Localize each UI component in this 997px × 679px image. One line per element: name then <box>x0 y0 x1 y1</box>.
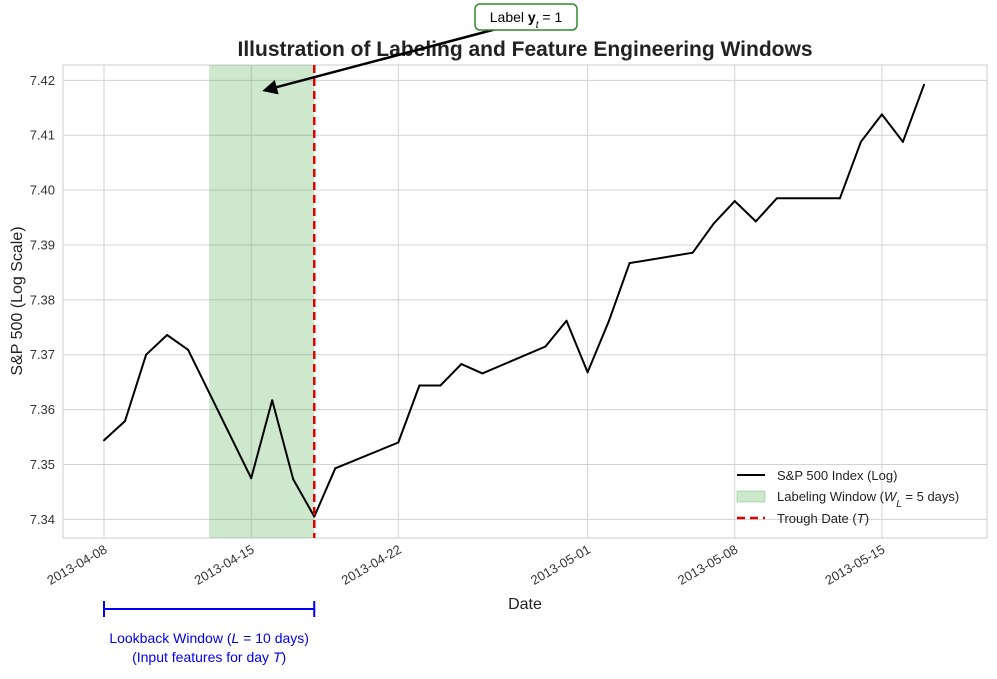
y-tick-label: 7.42 <box>30 73 55 88</box>
data-point <box>901 140 904 143</box>
label-annotation: Label yt = 1 <box>262 3 578 95</box>
legend-trough-label-part: T <box>857 511 866 526</box>
legend-window-label-part: L <box>896 499 902 510</box>
lookback-label-line2-part: ) <box>282 649 287 665</box>
plot-frame <box>62 64 988 539</box>
data-point <box>313 515 316 518</box>
y-tick-label: 7.37 <box>30 347 55 362</box>
data-point <box>439 384 442 387</box>
y-tick-labels: 7.34 7.35 7.36 7.37 7.38 7.39 7.40 7.41 7.42 <box>30 73 55 527</box>
y-tick-label: 7.38 <box>30 292 55 307</box>
data-point <box>859 140 862 143</box>
data-point <box>544 345 547 348</box>
y-axis-label: S&P 500 (Log Scale) <box>9 226 26 375</box>
x-tick-label: 2013-04-15 <box>192 542 257 588</box>
annotation-box <box>474 3 578 31</box>
legend-series-label: S&P 500 Index (Log) <box>777 468 897 483</box>
annotation-text-part: = 1 <box>538 9 562 25</box>
legend-window-label-part: W <box>884 489 898 504</box>
annotation-text-part: y <box>528 9 536 25</box>
lookback-label-line2-part: (Input features for day <box>132 649 273 665</box>
x-tick-label: 2013-05-15 <box>822 542 887 588</box>
y-tick-label: 7.36 <box>30 402 55 417</box>
data-point <box>712 222 715 225</box>
data-point <box>292 478 295 481</box>
data-point <box>187 348 190 351</box>
lookback-label-line1: Lookback Window (L = 10 days) <box>109 630 309 646</box>
legend-band-swatch <box>736 490 766 503</box>
x-tick-label: 2013-04-22 <box>339 542 404 588</box>
x-tick-label: 2013-05-08 <box>675 542 740 588</box>
data-point <box>166 333 169 336</box>
series-layer <box>103 83 925 518</box>
lookback-label-line1-part: Lookback Window ( <box>109 630 232 646</box>
x-tick-labels: 2013-04-08 2013-04-15 2013-04-22 2013-05-01… <box>44 542 887 588</box>
y-tick-label: 7.41 <box>30 128 55 143</box>
x-tick-label: 2013-04-08 <box>44 542 109 588</box>
legend-trough-label: Trough Date (T) <box>777 511 869 526</box>
labeling-window-band <box>209 65 315 538</box>
annotation-text-part: t <box>536 20 540 31</box>
y-tick-label: 7.39 <box>30 237 55 252</box>
data-point <box>145 353 148 356</box>
data-point <box>271 399 274 402</box>
y-tick-label: 7.40 <box>30 183 55 198</box>
labeling-window-layer <box>209 65 315 538</box>
data-point <box>250 477 253 480</box>
data-point <box>397 441 400 444</box>
data-point <box>334 467 337 470</box>
data-point <box>481 372 484 375</box>
data-point <box>775 197 778 200</box>
data-point <box>838 197 841 200</box>
data-point <box>607 320 610 323</box>
legend-window-label: Labeling Window (WL = 5 days) <box>777 489 959 510</box>
data-point <box>418 384 421 387</box>
data-point <box>733 200 736 203</box>
legend-trough-label-part: ) <box>865 511 869 526</box>
data-point <box>754 220 757 223</box>
x-tick-label: 2013-05-01 <box>528 542 593 588</box>
data-point <box>880 113 883 116</box>
lookback-label-line2-part: T <box>273 649 283 665</box>
lookback-label-line1-part: L <box>231 630 239 646</box>
data-point <box>565 319 568 322</box>
series-line <box>103 84 925 518</box>
plot-area <box>62 64 988 539</box>
y-tick-label: 7.34 <box>30 512 55 527</box>
data-point <box>628 262 631 265</box>
annotation-text: Label yt = 1 <box>490 9 563 31</box>
data-point <box>922 83 925 86</box>
legend: S&P 500 Index (Log) Labeling Window (WL =… <box>736 468 959 526</box>
x-axis-label: Date <box>508 596 542 613</box>
grid-lines <box>63 65 987 538</box>
data-point <box>460 363 463 366</box>
lookback-window: Lookback Window (L = 10 days) (Input feat… <box>103 601 316 665</box>
data-point <box>586 371 589 374</box>
data-point <box>103 439 105 442</box>
annotation-arrow <box>262 26 501 95</box>
legend-trough-label-part: Trough Date ( <box>777 511 857 526</box>
lookback-label-line2: (Input features for day T) <box>132 649 286 665</box>
legend-window-label-part: = 5 days) <box>902 489 959 504</box>
lookback-label-line1-part: = 10 days) <box>239 630 309 646</box>
data-point <box>691 251 694 254</box>
annotation-text-part: Label <box>490 9 528 25</box>
data-point <box>124 420 127 423</box>
legend-window-label-part: Labeling Window ( <box>777 489 885 504</box>
chart-title: Illustration of Labeling and Feature Eng… <box>237 38 812 61</box>
y-tick-label: 7.35 <box>30 457 55 472</box>
